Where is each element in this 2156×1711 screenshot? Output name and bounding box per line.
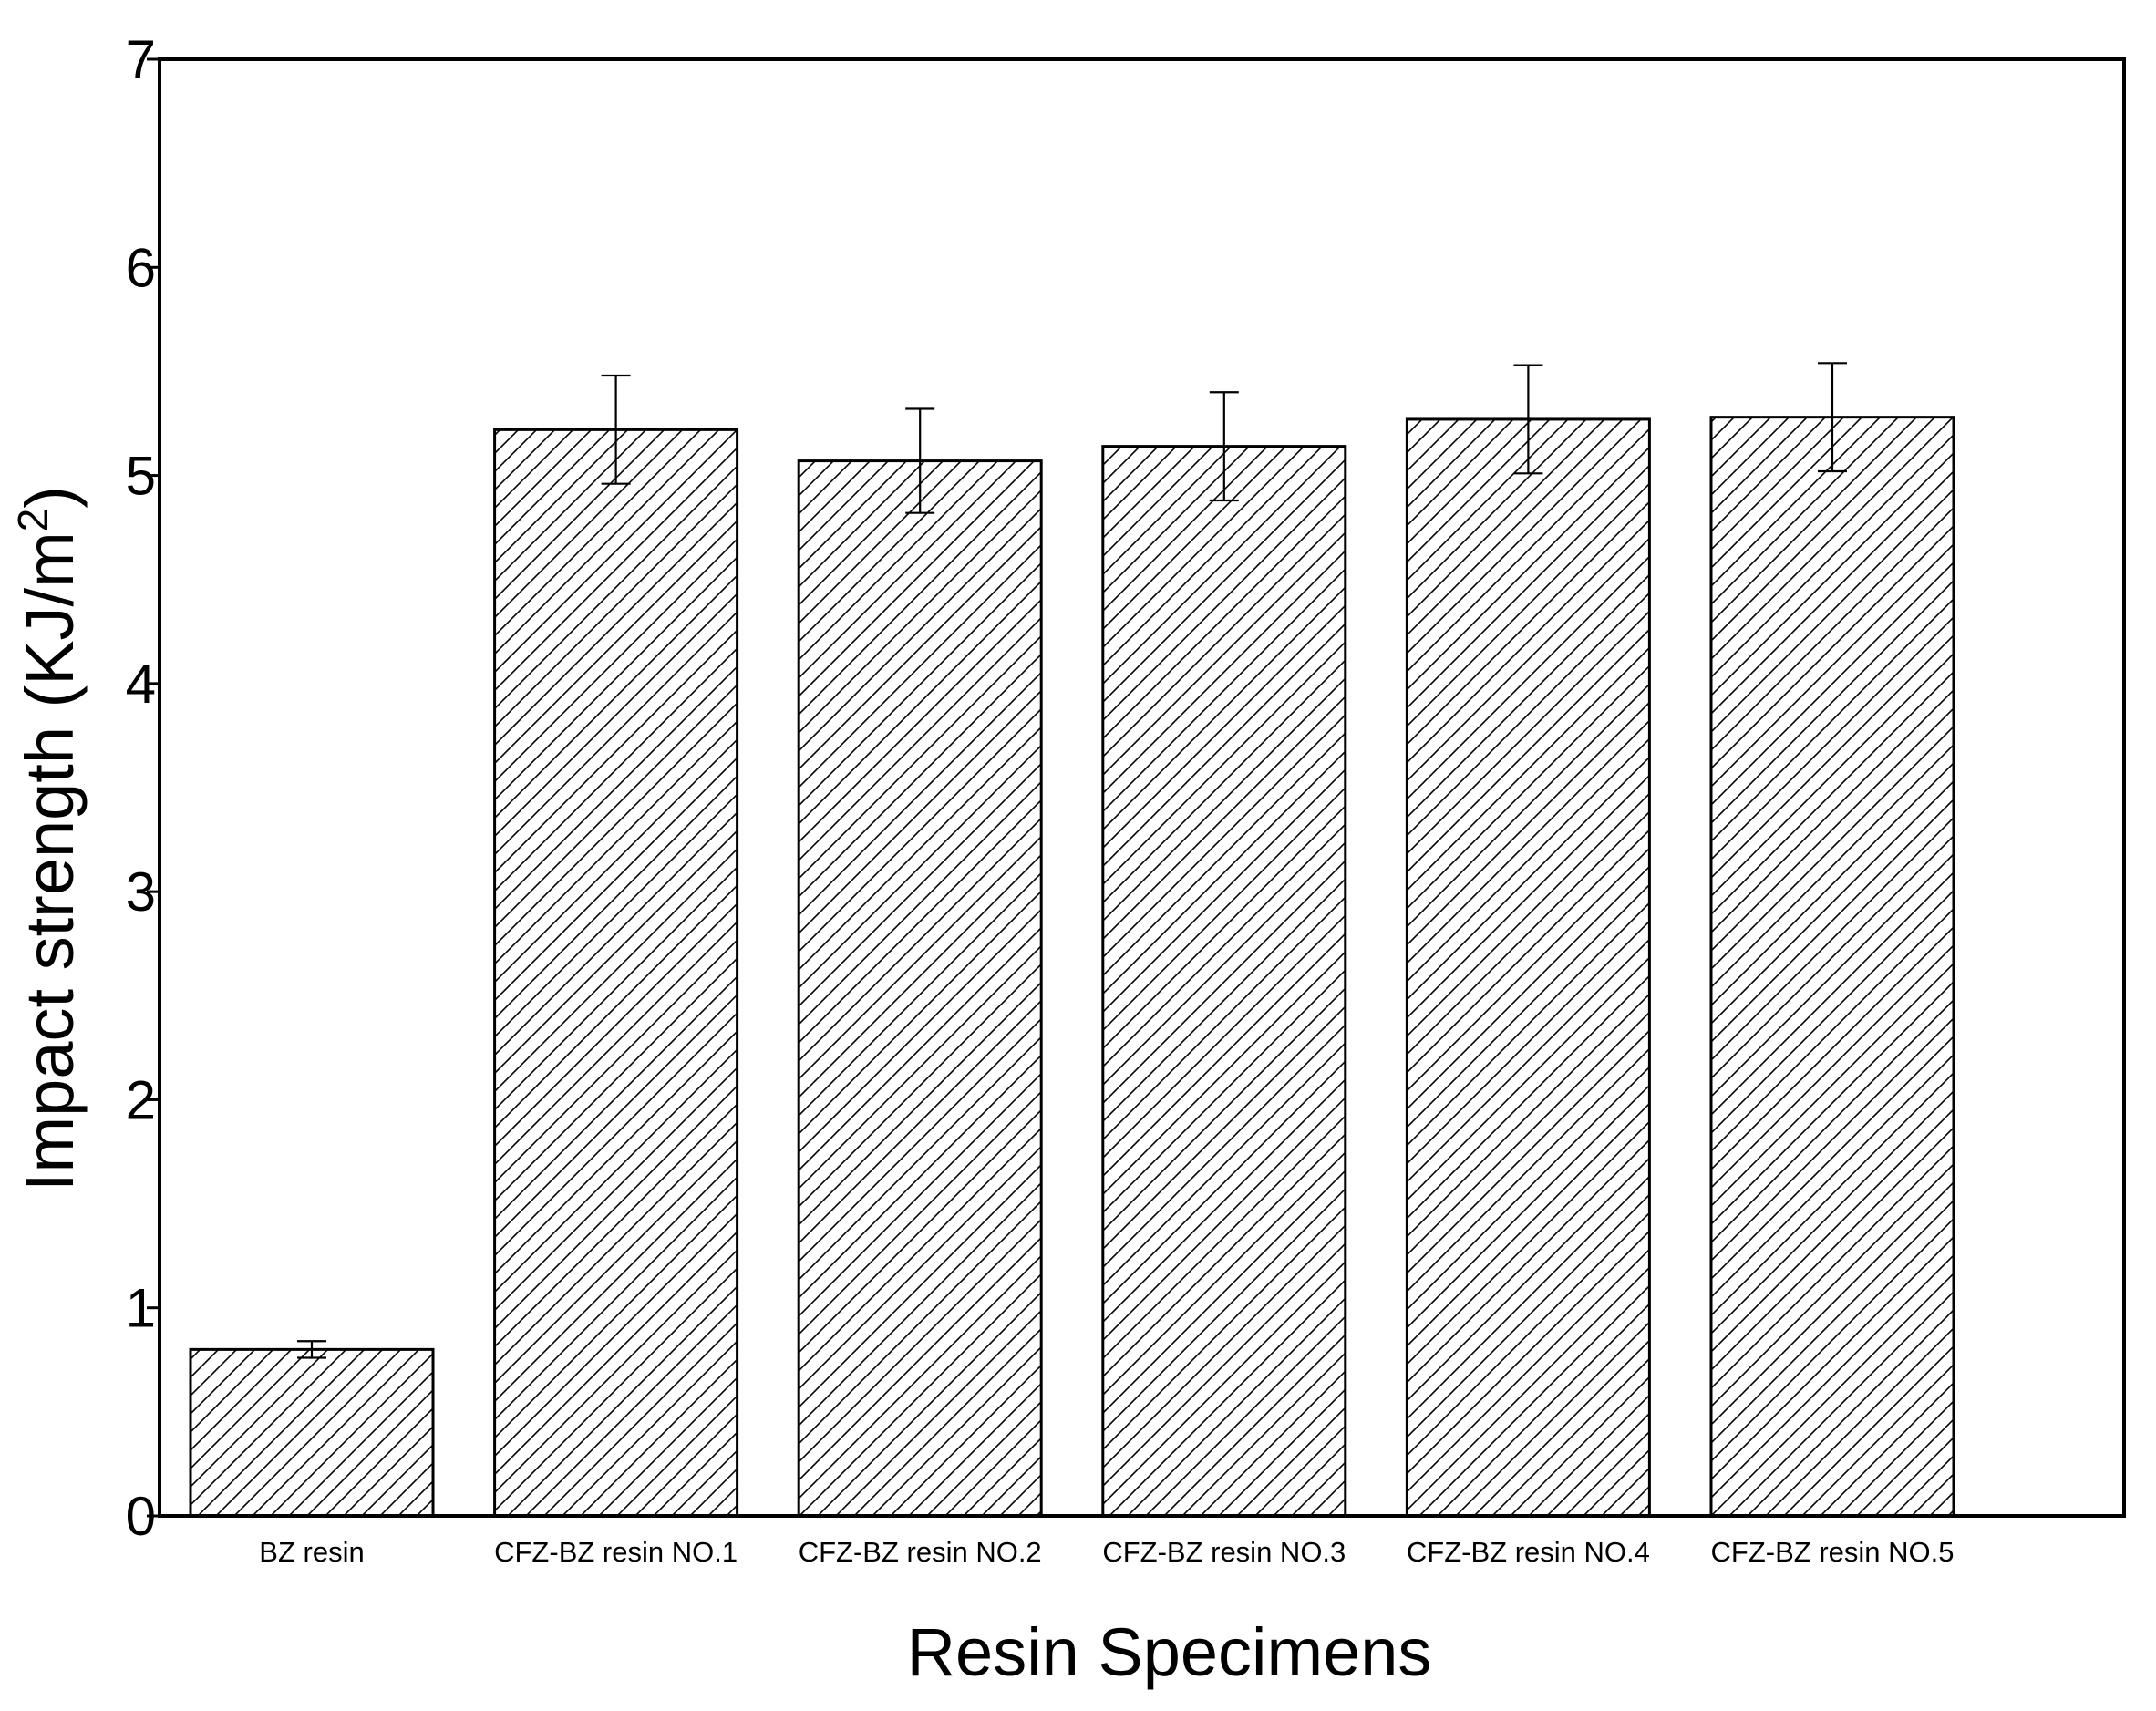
y-tick-label: 3 (126, 861, 156, 922)
y-axis-title: Impact strength (KJ/m2) (9, 486, 88, 1191)
x-tick-label: CFZ-BZ resin NO.1 (494, 1536, 738, 1568)
x-tick-label: CFZ-BZ resin NO.5 (1711, 1536, 1955, 1568)
bars-layer (189, 416, 1955, 1518)
error-bar (297, 1340, 326, 1359)
error-bar (905, 407, 935, 514)
plot-frame (158, 57, 2126, 1518)
bar (1405, 417, 1651, 1518)
y-axis-ticks (147, 57, 160, 1518)
x-axis-category-labels: BZ resin CFZ-BZ resin NO.1 CFZ-BZ resin NO… (259, 1536, 1954, 1568)
bar (1101, 445, 1347, 1518)
y-tick-label: 4 (126, 654, 156, 715)
error-bar (1513, 364, 1543, 475)
bar (493, 428, 739, 1518)
bar (1709, 416, 1955, 1518)
y-tick-label: 5 (126, 446, 156, 507)
x-tick-label: CFZ-BZ resin NO.4 (1407, 1536, 1650, 1568)
y-tick-label: 1 (126, 1278, 156, 1339)
bar (797, 459, 1043, 1518)
y-tick-label: 2 (126, 1069, 156, 1130)
error-bars-layer (297, 362, 1847, 1359)
error-bar (601, 374, 631, 485)
y-tick-label: 0 (126, 1486, 156, 1547)
x-tick-label: CFZ-BZ resin NO.2 (799, 1536, 1042, 1568)
x-tick-label: CFZ-BZ resin NO.3 (1102, 1536, 1346, 1568)
y-tick-label: 7 (126, 29, 156, 90)
y-axis-title-superscript: 2 (9, 509, 57, 532)
error-bar (1818, 362, 1847, 473)
bar (189, 1347, 435, 1518)
y-axis-tick-labels: 0 1 2 3 4 5 6 7 (126, 29, 156, 1547)
x-tick-label: BZ resin (259, 1536, 364, 1568)
y-axis-title-main: Impact strength (KJ/m (12, 531, 88, 1191)
error-bar (1209, 391, 1239, 502)
x-axis-title: Resin Specimens (907, 1614, 1432, 1690)
y-tick-label: 6 (126, 237, 156, 298)
y-axis-title-close: ) (12, 486, 88, 509)
